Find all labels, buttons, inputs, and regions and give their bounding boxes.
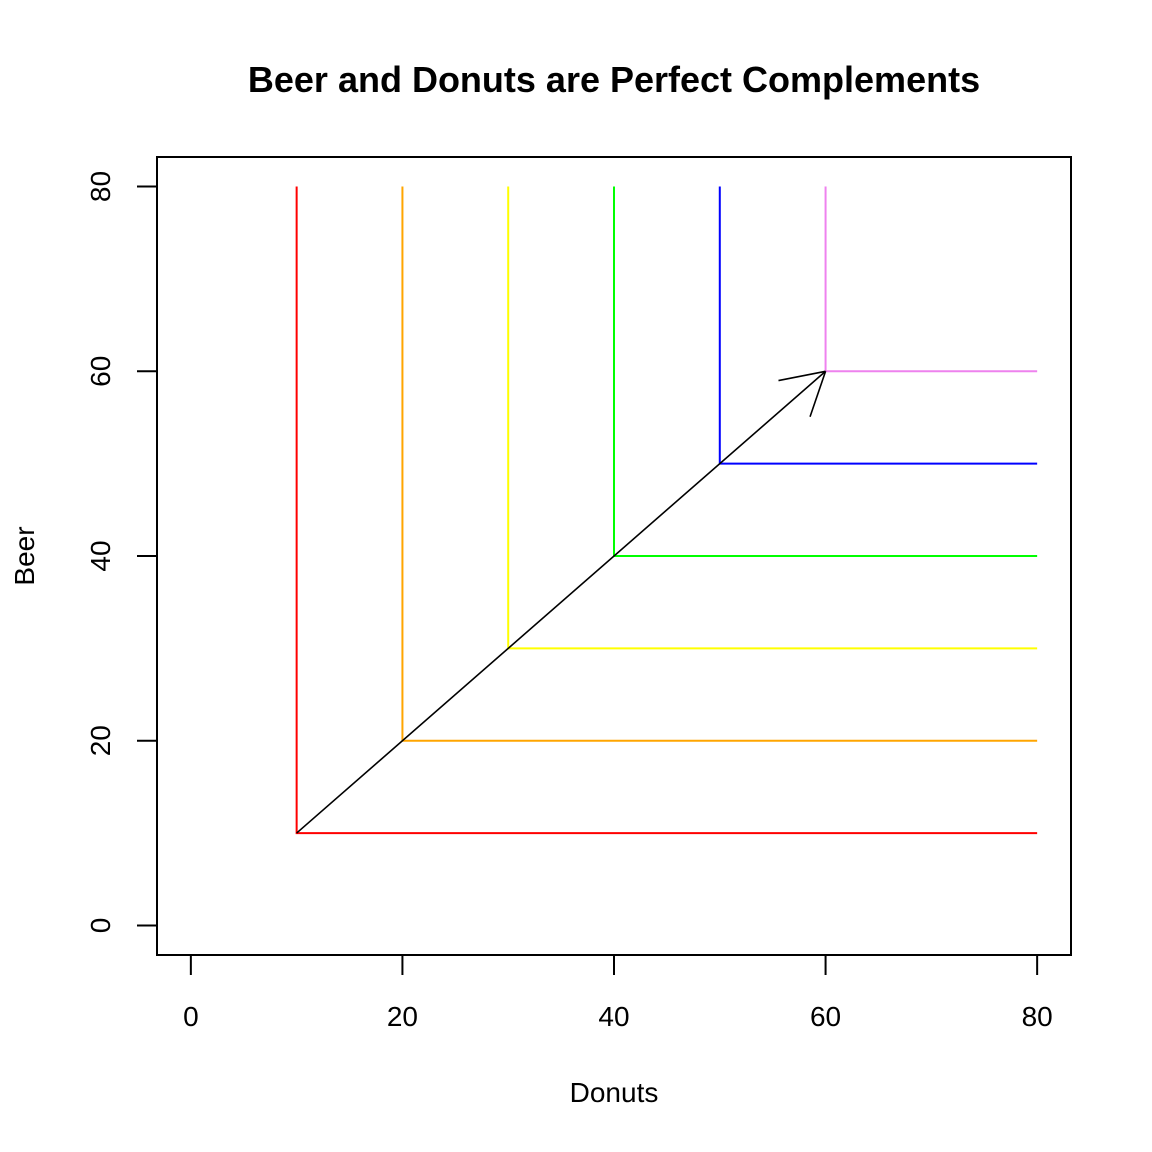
x-tick-label-1: 20 [387,1001,418,1032]
x-tick-label-0: 0 [183,1001,199,1032]
y-axis: 0 20 40 60 80 [85,171,158,934]
y-tick-label-0: 0 [85,918,116,934]
indifference-curve-5 [824,186,1038,373]
arrow-head-1 [809,371,827,417]
x-tick-label-2: 40 [598,1001,629,1032]
annotations [296,370,827,834]
y-tick-label-2: 40 [85,540,116,571]
y-tick-label-4: 80 [85,171,116,202]
y-axis-label: Beer [9,526,40,585]
x-tick-label-3: 60 [810,1001,841,1032]
y-tick-label-1: 20 [85,725,116,756]
arrow-head-0 [778,370,826,382]
y-tick-label-3: 60 [85,356,116,387]
x-axis-label: Donuts [570,1077,659,1108]
expansion-path-arrow [296,370,827,834]
x-tick-label-4: 80 [1022,1001,1053,1032]
x-axis: 0 20 40 60 80 [183,954,1053,1032]
chart-title: Beer and Donuts are Perfect Complements [248,59,980,100]
